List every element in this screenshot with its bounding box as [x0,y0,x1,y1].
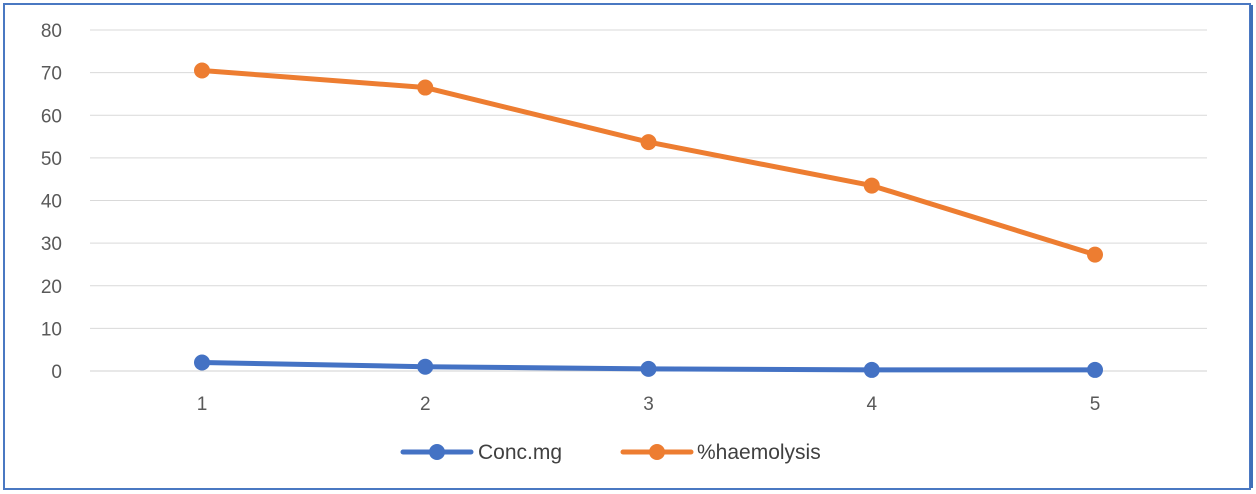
x-tick-label: 5 [1090,394,1101,415]
series-line-1 [199,67,1098,258]
gridlines [90,29,1207,372]
y-tick-label: 0 [51,362,62,383]
data-point [417,358,434,375]
legend-label: Conc.mg [478,441,562,464]
data-point [640,360,657,377]
data-point [863,361,880,378]
x-tick-label: 4 [866,394,877,415]
series-group [194,62,1103,378]
y-tick-label: 20 [41,277,62,298]
y-tick-label: 70 [41,64,62,85]
y-axis-ticks: 0 10 20 30 40 50 60 70 80 [41,21,62,383]
x-tick-label: 2 [420,394,431,415]
y-tick-label: 30 [41,234,62,255]
y-tick-label: 50 [41,149,62,170]
legend-swatch-marker [429,444,445,460]
data-point [194,354,210,371]
data-point [863,177,880,194]
y-tick-label: 10 [41,319,62,340]
y-tick-label: 80 [41,21,62,42]
y-tick-label: 40 [41,192,62,213]
chart-frame [3,3,1253,490]
data-point [640,134,657,151]
legend-label: %haemolysis [697,441,821,464]
legend: Conc.mg %haemolysis [400,441,821,464]
data-point [1087,246,1103,263]
y-tick-label: 60 [41,106,62,127]
x-axis-ticks: 1 2 3 4 5 [197,394,1101,415]
x-tick-label: 3 [643,394,654,415]
data-point [1087,361,1103,378]
data-point [417,79,434,96]
data-point [194,62,210,79]
x-tick-label: 1 [197,394,208,415]
legend-swatch-marker [649,444,665,460]
